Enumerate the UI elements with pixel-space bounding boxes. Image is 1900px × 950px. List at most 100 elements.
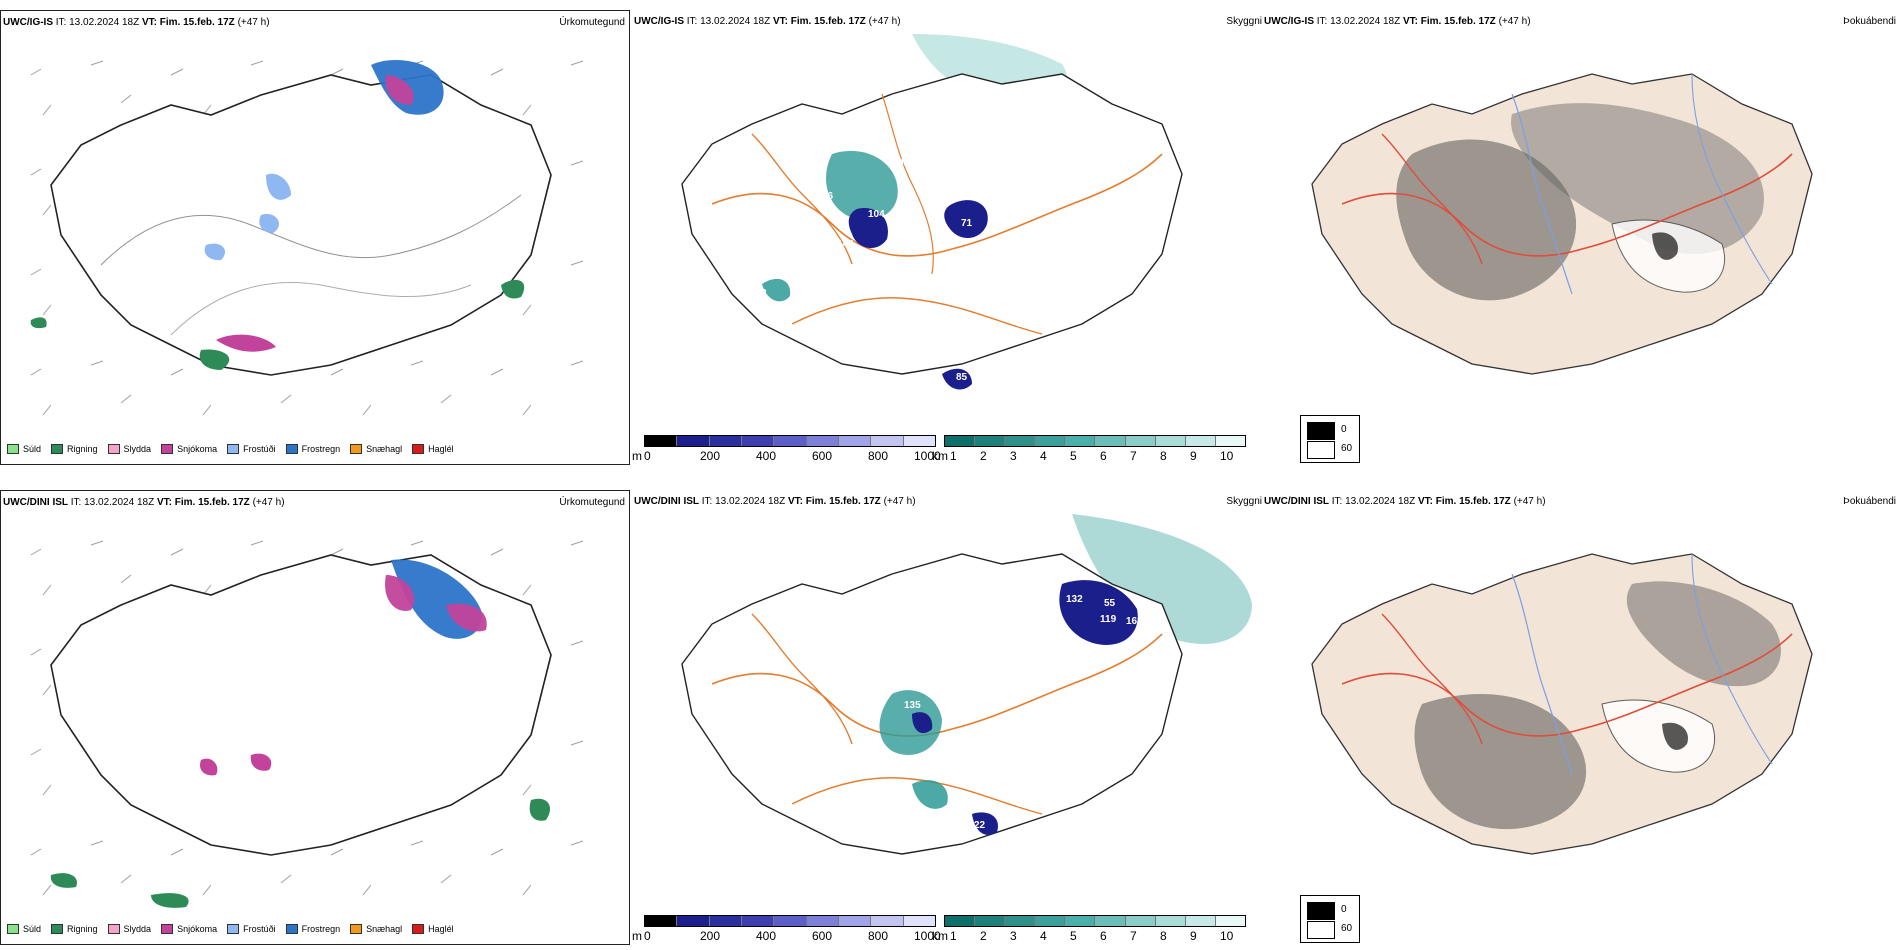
- precip-type-panel: UWC/DINI ISL IT: 13.02.2024 18Z VT: Fim.…: [0, 490, 630, 945]
- row-bottom: UWC/DINI ISL IT: 13.02.2024 18Z VT: Fim.…: [0, 480, 1900, 950]
- model-name: UWC/IG-IS: [1264, 16, 1314, 27]
- legend-swatch: [51, 924, 64, 934]
- cb-tick: 8: [1160, 929, 1167, 943]
- visibility-colorbars: m 0 200 400 600 800 1000 km 1 2 3 4 5 6 …: [632, 895, 1262, 945]
- cb-tick: 1000: [914, 929, 941, 943]
- legend-item: Slydda: [107, 444, 152, 454]
- legend-label: Frostúði: [243, 924, 276, 934]
- legend-swatch: [7, 924, 19, 934]
- map-precip-bottom: [30, 540, 584, 908]
- row-top: UWC/IG-IS IT: 13.02.2024 18Z VT: Fim. 15…: [0, 0, 1900, 470]
- lead-time: (+47 h): [237, 17, 270, 28]
- legend-item: Snjókoma: [161, 444, 217, 454]
- legend-label: Súld: [23, 444, 42, 454]
- fog-panel: UWC/IG-IS IT: 13.02.2024 18Z VT: Fim. 15…: [1262, 10, 1900, 465]
- legend-item: Slydda: [107, 924, 152, 934]
- cb-tick: 3: [1010, 929, 1017, 943]
- vis-label: 162: [1126, 616, 1143, 627]
- cb-tick: 6: [1100, 929, 1107, 943]
- cb-tick: 0: [644, 929, 651, 943]
- vis-label: 135: [904, 700, 921, 711]
- vis-label: 22: [974, 820, 986, 831]
- cb-label-km: km: [932, 929, 948, 943]
- cb-label-m: m: [632, 929, 642, 943]
- legend-item: Frostúði: [227, 444, 276, 454]
- cb-tick: 600: [812, 449, 833, 463]
- init-time: IT: 13.02.2024 18Z: [1331, 496, 1416, 507]
- cb-tick: 1: [950, 449, 957, 463]
- cb-tick: 3: [1010, 449, 1017, 463]
- valid-time: Fim. 15.feb. 17Z: [1435, 496, 1511, 507]
- vis-label: 98: [898, 158, 910, 169]
- vt-label: VT:: [772, 16, 788, 27]
- panel-header: UWC/DINI ISL IT: 13.02.2024 18Z VT: Fim.…: [3, 497, 285, 509]
- legend-swatch: [412, 924, 425, 934]
- vis-label: 21: [930, 376, 942, 387]
- legend-swatch: [227, 444, 240, 454]
- cb-tick: 400: [756, 929, 777, 943]
- panel-header: UWC/IG-IS IT: 13.02.2024 18Z VT: Fim. 15…: [3, 17, 270, 29]
- panel-title-visibility: Skyggni: [1226, 16, 1262, 27]
- panel-title-visibility: Skyggni: [1226, 496, 1262, 507]
- legend-swatch: [412, 444, 425, 454]
- vis-label: 202: [750, 288, 767, 299]
- panel-header: UWC/DINI ISL IT: 13.02.2024 18Z VT: Fim.…: [634, 496, 916, 508]
- legend-label: Haglél: [428, 444, 454, 454]
- cb-tick: 2: [980, 449, 987, 463]
- legend-item: Frostúði: [227, 924, 276, 934]
- model-name: UWC/IG-IS: [3, 17, 53, 28]
- panel-title-fog: Þokuábendi: [1843, 16, 1896, 27]
- vis-bar-km: [944, 915, 1246, 927]
- cb-tick: 8: [1160, 449, 1167, 463]
- legend-label: Frostregn: [301, 924, 341, 934]
- legend-label: Snjókoma: [177, 924, 218, 934]
- legend-swatch: [107, 444, 120, 454]
- legend-item: Rigning: [51, 924, 98, 934]
- legend-label: Súld: [23, 924, 42, 934]
- precip-legend: Súld Rigning Slydda Snjókoma Frostúði Fr…: [7, 920, 454, 938]
- legend-swatch: [107, 924, 120, 934]
- vis-label: 55: [1104, 598, 1116, 609]
- vis-bar-km: [944, 435, 1246, 447]
- legend-label: Snæhagl: [366, 924, 403, 934]
- cb-label-km: km: [932, 449, 948, 463]
- map-fog-bottom: [1311, 553, 1813, 855]
- legend-item: Frostregn: [285, 444, 340, 454]
- vis-label: 88: [932, 231, 944, 242]
- panel-title-precip: Úrkomutegund: [559, 17, 625, 28]
- panel-header: UWC/IG-IS IT: 13.02.2024 18Z VT: Fim. 15…: [1264, 16, 1531, 28]
- vis-label: 104: [868, 209, 885, 220]
- cb-tick: 600: [812, 929, 833, 943]
- vt-label: VT:: [141, 17, 157, 28]
- legend-label: Slydda: [123, 444, 152, 454]
- legend-swatch: [285, 924, 298, 934]
- model-name: UWC/DINI ISL: [1264, 496, 1329, 507]
- model-name: UWC/DINI ISL: [3, 497, 68, 508]
- cb-tick: 7: [1130, 929, 1137, 943]
- vt-label: VT:: [156, 497, 172, 508]
- visibility-panel: UWC/DINI ISL IT: 13.02.2024 18Z VT: Fim.…: [632, 490, 1262, 945]
- model-name: UWC/IG-IS: [634, 16, 684, 27]
- legend-label: Snjókoma: [177, 444, 218, 454]
- vt-label: VT:: [1417, 496, 1433, 507]
- fog-black-swatch: [1307, 902, 1335, 920]
- init-time: IT: 13.02.2024 18Z: [55, 17, 140, 28]
- legend-item: Snæhagl: [350, 924, 402, 934]
- map-visibility-bottom: 132 55 119 162 135 172 197 35 22: [681, 514, 1252, 855]
- legend-label: Slydda: [123, 924, 152, 934]
- vis-bar-m: [644, 435, 936, 447]
- vis-label: 56: [822, 191, 834, 202]
- fog-label: 60: [1341, 443, 1353, 454]
- legend-label: Frostúði: [243, 444, 276, 454]
- init-time: IT: 13.02.2024 18Z: [686, 16, 771, 27]
- cb-tick: 10: [1220, 449, 1234, 463]
- lead-time: (+47 h): [883, 496, 916, 507]
- cb-tick: 1000: [914, 449, 941, 463]
- vis-label: 71: [961, 218, 973, 229]
- vis-bar-m: [644, 915, 936, 927]
- cb-tick: 5: [1070, 449, 1077, 463]
- fog-white-swatch: [1307, 921, 1335, 939]
- init-time: IT: 13.02.2024 18Z: [70, 497, 155, 508]
- legend-item: Frostregn: [285, 924, 341, 934]
- vis-label: 85: [956, 372, 968, 383]
